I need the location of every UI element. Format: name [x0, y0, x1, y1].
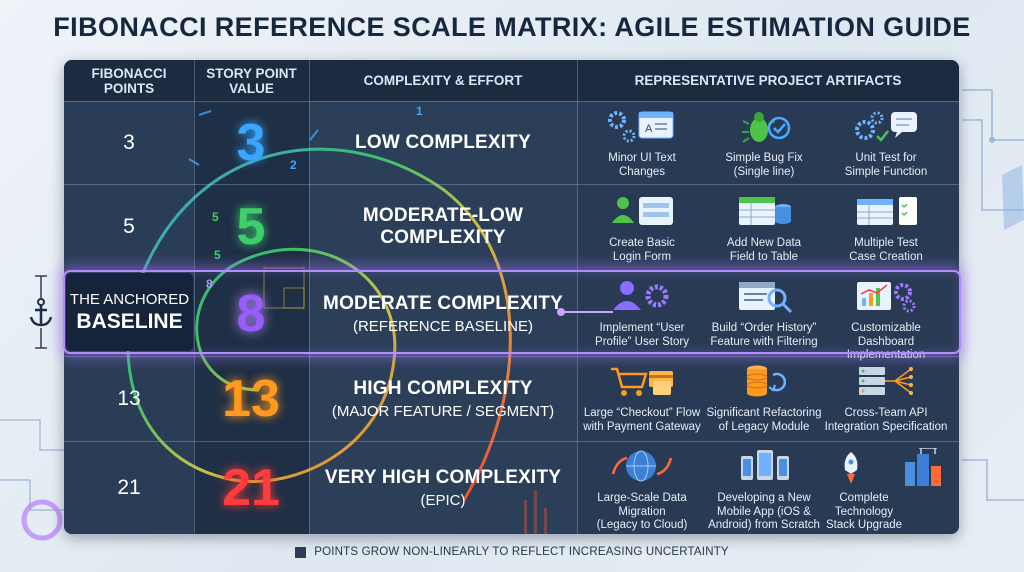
footer-square-icon [295, 546, 307, 558]
shopping-cart-icon [611, 367, 673, 396]
artifact-item: Multiple Test Case Creation [823, 193, 949, 264]
complexity-label: LOW COMPLEXITY [355, 131, 531, 153]
fibonacci-points-cell: 21 [117, 475, 141, 499]
artifact-item: Unit Test for Simple Function [823, 108, 949, 179]
gear-browser-icon: A [608, 111, 674, 143]
complexity-sublabel: (REFERENCE BASELINE) [352, 318, 534, 335]
search-list-icon [739, 282, 793, 314]
complexity-label: MODERATE COMPLEXITY [323, 293, 563, 314]
artifact-label: Minor UI Text Changes [608, 152, 676, 178]
complexity-label: MODERATE-LOW COMPLEXITY [362, 205, 524, 248]
story-point-value: 13 [222, 369, 280, 428]
header-story-point-value: STORY POINT VALUE [206, 65, 297, 96]
matrix-board: FIBONACCI POINTS STORY POINT VALUE COMPL… [64, 60, 959, 534]
spiral-label: 1 [416, 104, 423, 118]
artifact-item: Cross-Team API Integration Specification [823, 363, 949, 434]
bug-check-icon [742, 112, 791, 143]
footer-note: POINTS GROW NON-LINEARLY TO REFLECT INCR… [0, 546, 1024, 558]
anchored-baseline-label: THE ANCHORED BASELINE [66, 273, 193, 351]
artifact-label: Add New Data Field to Table [726, 237, 802, 263]
artifact-label: Significant Refactoring of Legacy Module [706, 407, 822, 433]
artifact-label: Developing a New Mobile App (iOS & Andro… [708, 492, 820, 531]
gear-chat-icon [855, 111, 917, 142]
artifact-item: Customizable Dashboard Implementation [823, 278, 949, 363]
artifact-label: Implement “User Profile” User Story [595, 322, 689, 348]
story-point-value: 3 [236, 113, 266, 172]
column-divider [577, 60, 578, 534]
header-fibonacci-points: FIBONACCI POINTS [91, 65, 167, 96]
complexity-label: HIGH COMPLEXITY [353, 377, 533, 399]
anchored-baseline-line1: THE ANCHORED [69, 290, 190, 308]
checklist-icon [857, 197, 917, 225]
artifact-item: A Minor UI Text Changes [579, 108, 705, 179]
page-title: FIBONACCI REFERENCE SCALE MATRIX: AGILE … [53, 12, 971, 42]
artifact-label: Unit Test for Simple Function [844, 152, 928, 178]
svg-text:A: A [645, 123, 653, 135]
complexity-cell: MODERATE-LOW COMPLEXITY [309, 184, 577, 270]
user-gear-icon [613, 281, 669, 310]
artifact-label: Build “Order History” Feature with Filte… [710, 322, 818, 348]
anchored-baseline-line2: BASELINE [76, 309, 183, 333]
spiral-label: 5 [212, 210, 219, 224]
globe-migration-icon [611, 450, 673, 482]
rocket-city-icon [844, 448, 941, 486]
column-divider [309, 60, 310, 534]
row-divider [64, 356, 959, 357]
artifact-item: Large-Scale Data Migration (Legacy to Cl… [579, 448, 705, 533]
spiral-label: 8 [206, 277, 213, 291]
artifact-item: Create Basic Login Form [579, 193, 705, 264]
spiral-label: 2 [290, 158, 297, 172]
artifact-item: Significant Refactoring of Legacy Module [701, 363, 827, 434]
artifact-item: Simple Bug Fix (Single line) [701, 108, 827, 179]
row-divider [64, 101, 959, 102]
complexity-label: VERY HIGH COMPLEXITY [324, 466, 562, 488]
artifact-item: Developing a New Mobile App (iOS & Andro… [701, 448, 827, 533]
user-form-icon [612, 197, 673, 225]
artifact-label: Cross-Team API Integration Specification [824, 407, 948, 433]
artifact-label: Create Basic Login Form [609, 237, 675, 263]
complexity-cell: MODERATE COMPLEXITY (REFERENCE BASELINE) [309, 272, 577, 356]
complexity-sublabel: (EPIC) [420, 491, 466, 509]
baseline-connector [557, 308, 613, 316]
fibonacci-points-cell: 5 [123, 215, 135, 238]
artifact-label: Simple Bug Fix (Single line) [725, 152, 803, 178]
header-complexity-effort: COMPLEXITY & EFFORT [363, 73, 523, 88]
anchor-icon [24, 275, 58, 349]
footer-text: POINTS GROW NON-LINEARLY TO REFLECT INCR… [314, 546, 729, 558]
artifact-item: Complete Technology Stack Upgrade [819, 448, 949, 533]
spiral-label: 5 [214, 248, 221, 262]
dashboard-chart-icon [857, 282, 916, 313]
artifact-label: Complete Technology Stack Upgrade [825, 492, 903, 531]
server-network-icon [859, 367, 913, 395]
database-refresh-icon [746, 365, 787, 397]
circuit-decoration [962, 89, 1024, 501]
fibonacci-points-cell: 3 [123, 130, 135, 154]
complexity-cell: HIGH COMPLEXITY (MAJOR FEATURE / SEGMENT… [309, 356, 577, 441]
story-point-value: 8 [236, 285, 266, 343]
story-point-value: 21 [222, 458, 280, 517]
artifact-item: Add New Data Field to Table [701, 193, 827, 264]
artifact-label: Large “Checkout” Flow with Payment Gatew… [583, 407, 701, 433]
mobile-devices-icon [741, 450, 789, 480]
fibonacci-spiral [126, 147, 512, 501]
artifact-label: Large-Scale Data Migration (Legacy to Cl… [596, 492, 688, 531]
story-point-value: 5 [236, 198, 266, 256]
fibonacci-points-cell: 13 [117, 386, 141, 410]
row-divider [64, 184, 959, 185]
artifact-item: Build “Order History” Feature with Filte… [701, 278, 827, 349]
anchored-baseline-highlight [63, 270, 961, 354]
artifact-item: Implement “User Profile” User Story [579, 278, 705, 349]
artifact-item: Large “Checkout” Flow with Payment Gatew… [579, 363, 705, 434]
table-database-icon [739, 197, 791, 225]
complexity-cell: LOW COMPLEXITY [309, 101, 577, 184]
column-divider [194, 60, 195, 534]
header-project-artifacts: REPRESENTATIVE PROJECT ARTIFACTS [634, 73, 902, 88]
artifact-label: Multiple Test Case Creation [849, 237, 923, 263]
row-divider [64, 441, 959, 442]
circuit-decoration-left [0, 419, 64, 541]
complexity-sublabel: (MAJOR FEATURE / SEGMENT) [331, 402, 555, 420]
complexity-cell: VERY HIGH COMPLEXITY (EPIC) [309, 441, 577, 534]
